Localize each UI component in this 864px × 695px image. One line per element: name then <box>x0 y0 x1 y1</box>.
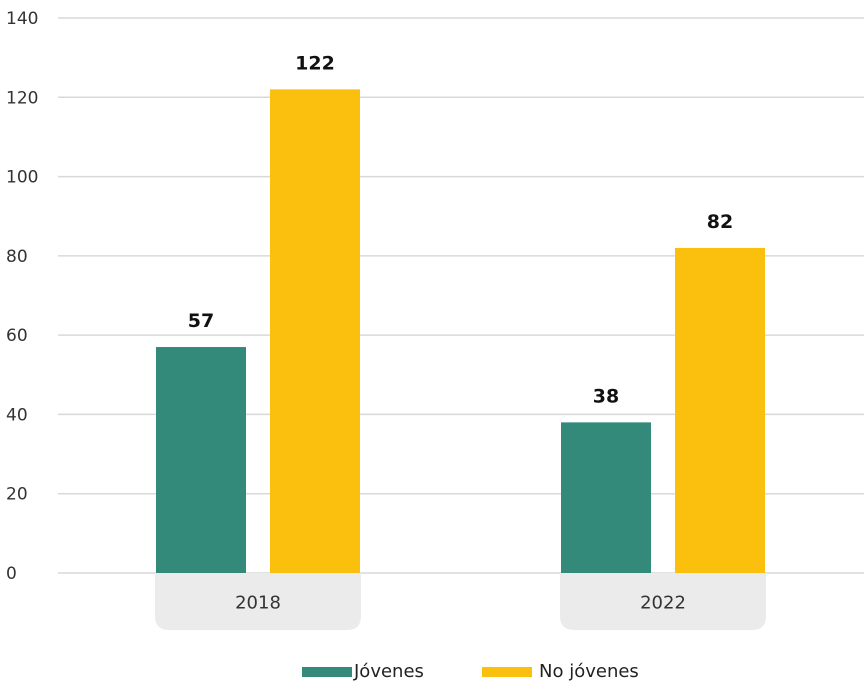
bar-no-jóvenes-2022 <box>675 247 765 573</box>
legend-label: Jóvenes <box>353 661 424 682</box>
x-category-label: 2022 <box>640 593 686 614</box>
bars <box>156 89 765 573</box>
y-axis-ticks: 0 20 40 60 80 100 120 140 <box>6 9 38 584</box>
legend: Jóvenes No jóvenes <box>302 661 639 682</box>
data-labels: 57 122 38 82 <box>188 52 733 407</box>
y-tick-label: 140 <box>6 9 38 29</box>
legend-swatch <box>482 667 532 677</box>
y-tick-label: 100 <box>6 168 38 188</box>
y-tick-label: 60 <box>6 326 28 346</box>
data-label: 122 <box>295 52 335 74</box>
bar-jóvenes-2018 <box>156 347 246 573</box>
category-bands: 2018 2022 <box>155 573 766 630</box>
y-tick-label: 20 <box>6 485 28 505</box>
x-category-label: 2018 <box>235 593 281 614</box>
y-tick-label: 80 <box>6 247 28 267</box>
bar-jóvenes-2022 <box>561 422 651 573</box>
bar-no-jóvenes-2018 <box>270 89 360 573</box>
legend-label: No jóvenes <box>539 661 639 682</box>
data-label: 57 <box>188 310 214 332</box>
y-tick-label: 40 <box>6 405 28 425</box>
y-tick-label: 120 <box>6 88 38 108</box>
category-band-2018 <box>155 573 361 630</box>
category-band-2022 <box>560 573 766 630</box>
data-label: 38 <box>593 385 619 407</box>
legend-swatch <box>302 667 352 677</box>
data-label: 82 <box>707 211 733 233</box>
y-tick-label: 0 <box>6 564 17 584</box>
